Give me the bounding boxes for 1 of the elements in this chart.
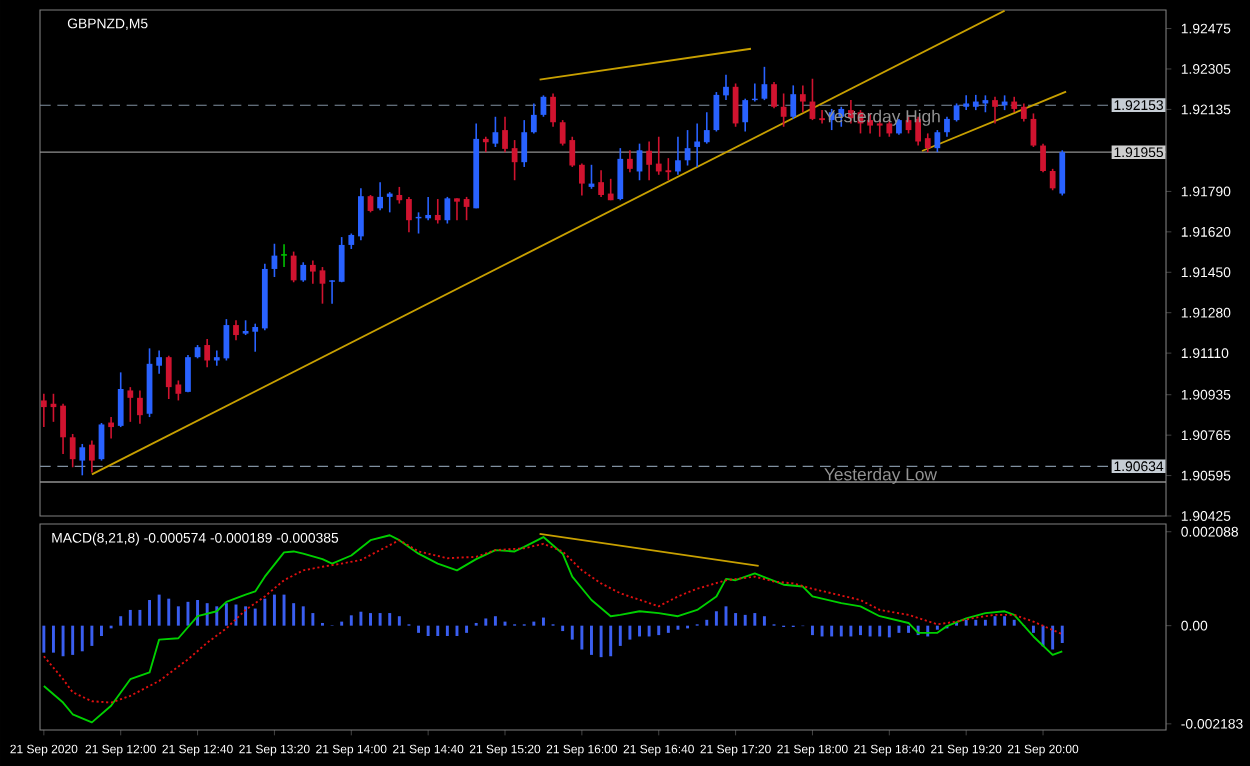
annotation: Yesterday Low	[824, 467, 938, 484]
